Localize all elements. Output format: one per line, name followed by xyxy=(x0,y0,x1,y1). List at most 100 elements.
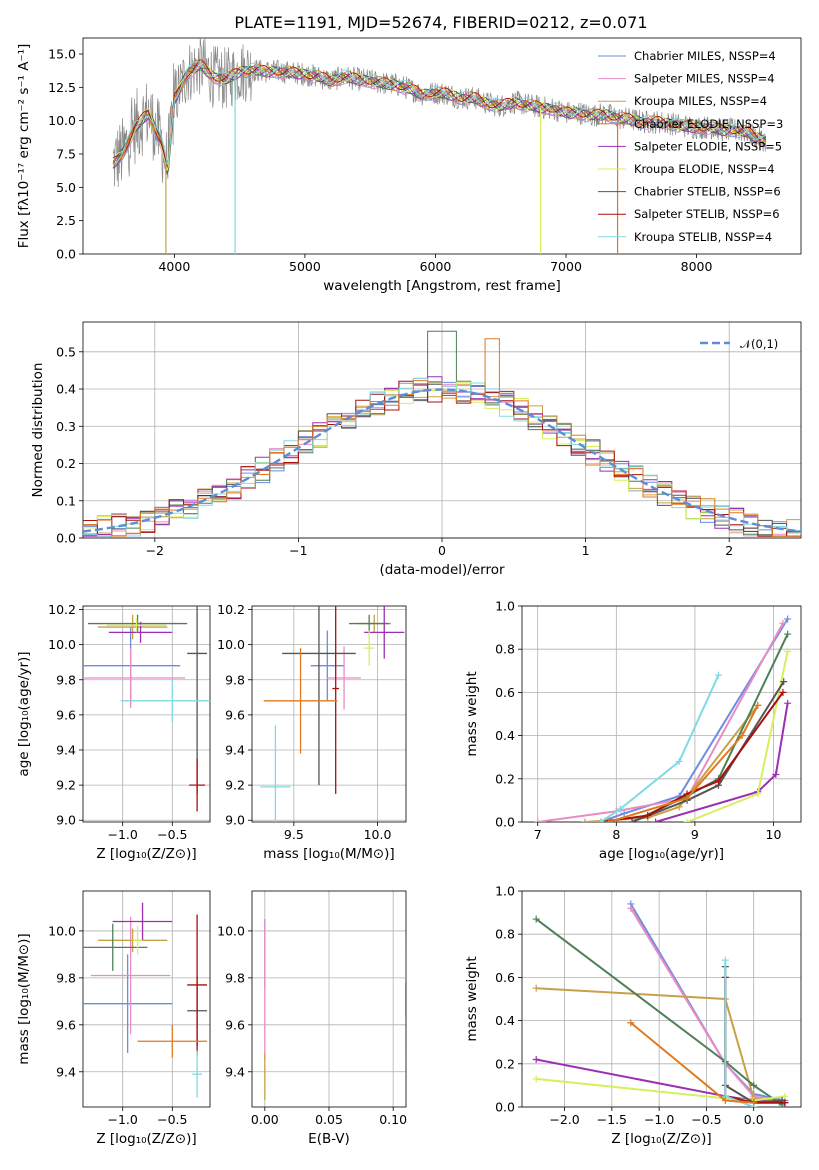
x-tick-label: −2.0 xyxy=(549,1112,579,1127)
y-tick-label: 9.8 xyxy=(225,672,245,687)
panel-mass_vs_Z: −1.0 −0.5 9.4 9.6 9.8 10.0 Z [log₁₀(Z/Z⊙)] mass… xyxy=(16,890,211,1147)
x-axis-label: Z [log₁₀(Z/Z⊙)] xyxy=(96,846,196,862)
mass-weight-marker xyxy=(784,630,792,638)
panel-massweight_vs_age: 7 8 9 10 0.0 0.2 0.4 0.6 0.8 1.0 age [log₁₀(age/yr… xyxy=(464,599,802,862)
mass-weight-marker xyxy=(620,809,628,817)
plot-area xyxy=(260,606,405,822)
mass-weight-marker xyxy=(784,699,792,707)
residual-histogram xyxy=(83,380,801,537)
y-tick-label: 0.0 xyxy=(56,531,76,546)
y-tick-label: 0.5 xyxy=(56,344,76,359)
y-tick-label: 5.0 xyxy=(56,180,76,195)
x-axis-label: age [log₁₀(age/yr)] xyxy=(599,846,724,862)
y-tick-label: 0.8 xyxy=(495,642,515,657)
mass-weight-series xyxy=(631,681,785,822)
axes-frame xyxy=(521,605,802,823)
model-spectrum-line xyxy=(112,61,766,166)
y-axis-label: mass weight xyxy=(464,956,480,1041)
panel-massweight_vs_Z: −2.0 −1.5 −1.0 −0.5 0.0 0.0 0.2 0.4 0.6 0.8 1.0 Z [… xyxy=(464,884,802,1147)
mass-weight-marker xyxy=(683,794,691,802)
y-tick-label: 0.0 xyxy=(56,247,76,262)
mass-weight-marker xyxy=(534,818,542,822)
x-tick-label: 9 xyxy=(691,827,699,842)
x-axis-label: wavelength [Angstrom, rest frame] xyxy=(323,278,561,294)
x-tick-label: 0.10 xyxy=(379,1112,407,1127)
mass-weight-marker xyxy=(604,818,612,822)
mass-weight-marker xyxy=(714,671,722,679)
y-tick-label: 7.5 xyxy=(56,147,76,162)
y-tick-label: 9.8 xyxy=(56,970,76,985)
x-axis-label: mass [log₁₀(M/M⊙)] xyxy=(263,846,394,862)
y-tick-label: 0.2 xyxy=(56,456,76,471)
y-tick-label: 0.4 xyxy=(495,1013,515,1028)
x-tick-label: 8000 xyxy=(681,259,713,274)
y-tick-label: 9.2 xyxy=(225,778,245,793)
mass-weight-marker xyxy=(627,1019,635,1027)
y-tick-label: 0.0 xyxy=(495,815,515,830)
legend-label: Salpeter ELODIE, NSSP=5 xyxy=(634,139,782,153)
data-spectrum-line xyxy=(112,38,767,188)
axes-frame xyxy=(82,890,211,1108)
y-axis-label: mass [log₁₀(M/M⊙)] xyxy=(16,933,32,1064)
mass-weight-marker xyxy=(597,818,605,822)
y-tick-label: 9.6 xyxy=(225,707,245,722)
y-tick-label: 10.0 xyxy=(217,637,245,652)
legend-label: Salpeter MILES, NSSP=4 xyxy=(634,72,775,86)
mass-weight-marker xyxy=(532,1075,540,1083)
mass-weight-marker xyxy=(738,732,746,740)
y-tick-label: 0.3 xyxy=(56,419,76,434)
x-tick-label: 4000 xyxy=(158,259,190,274)
axes-frame xyxy=(521,890,802,1108)
y-tick-label: 1.0 xyxy=(495,599,515,614)
plot-area xyxy=(112,38,767,254)
mass-weight-marker xyxy=(721,1097,729,1105)
y-axis-label: mass weight xyxy=(464,671,480,756)
y-tick-label: 15.0 xyxy=(48,47,76,62)
y-tick-label: 0.2 xyxy=(495,771,515,786)
x-tick-label: 6000 xyxy=(420,259,452,274)
mass-weight-marker xyxy=(532,984,540,992)
mass-weight-marker xyxy=(781,1092,789,1100)
panel-mass_vs_ebv: 0.00 0.05 0.10 9.4 9.6 9.8 10.0 E(B-V) xyxy=(217,890,407,1147)
x-tick-label: 7000 xyxy=(550,259,582,274)
y-tick-label: 1.0 xyxy=(495,884,515,899)
x-axis-label: Z [log₁₀(Z/Z⊙)] xyxy=(96,1131,196,1147)
x-tick-label: −1.5 xyxy=(597,1112,627,1127)
x-tick-label: 2 xyxy=(725,543,733,558)
mass-weight-marker xyxy=(781,1099,789,1107)
y-tick-label: 0.4 xyxy=(56,382,76,397)
plot-area xyxy=(532,900,789,1107)
y-tick-label: 9.2 xyxy=(56,778,76,793)
mass-weight-marker xyxy=(784,615,792,623)
mass-weight-series xyxy=(655,703,789,822)
mass-weight-series xyxy=(724,977,785,1104)
y-tick-label: 0.4 xyxy=(495,728,515,743)
y-tick-label: 12.5 xyxy=(48,80,76,95)
y-tick-label: 0.6 xyxy=(495,685,515,700)
plot-area xyxy=(83,902,208,1098)
x-tick-label: 10 xyxy=(766,827,782,842)
y-tick-label: 10.0 xyxy=(48,923,76,938)
mass-weight-marker xyxy=(780,678,788,686)
y-tick-label: 0.0 xyxy=(495,1100,515,1115)
y-tick-label: 10.0 xyxy=(48,113,76,128)
x-axis-label: Z [log₁₀(Z/Z⊙)] xyxy=(611,1131,711,1147)
axes-frame xyxy=(82,321,802,539)
figure-title: PLATE=1191, MJD=52674, FIBERID=0212, z=0… xyxy=(234,13,647,32)
x-tick-label: 1 xyxy=(582,543,590,558)
y-tick-label: 9.0 xyxy=(56,813,76,828)
y-tick-label: 9.4 xyxy=(56,743,76,758)
mass-weight-marker xyxy=(779,688,787,696)
legend-label: Kroupa MILES, NSSP=4 xyxy=(634,94,767,108)
mass-weight-marker xyxy=(675,758,683,766)
y-tick-label: 10.2 xyxy=(48,602,76,617)
axes-frame xyxy=(251,605,407,823)
plot-area xyxy=(264,919,406,1100)
y-tick-label: 9.4 xyxy=(225,743,245,758)
mass-weight-series xyxy=(631,633,789,822)
y-tick-label: 10.2 xyxy=(217,602,245,617)
y-tick-label: 2.5 xyxy=(56,213,76,228)
x-tick-label: 9.5 xyxy=(284,827,304,842)
plot-area xyxy=(83,606,210,812)
